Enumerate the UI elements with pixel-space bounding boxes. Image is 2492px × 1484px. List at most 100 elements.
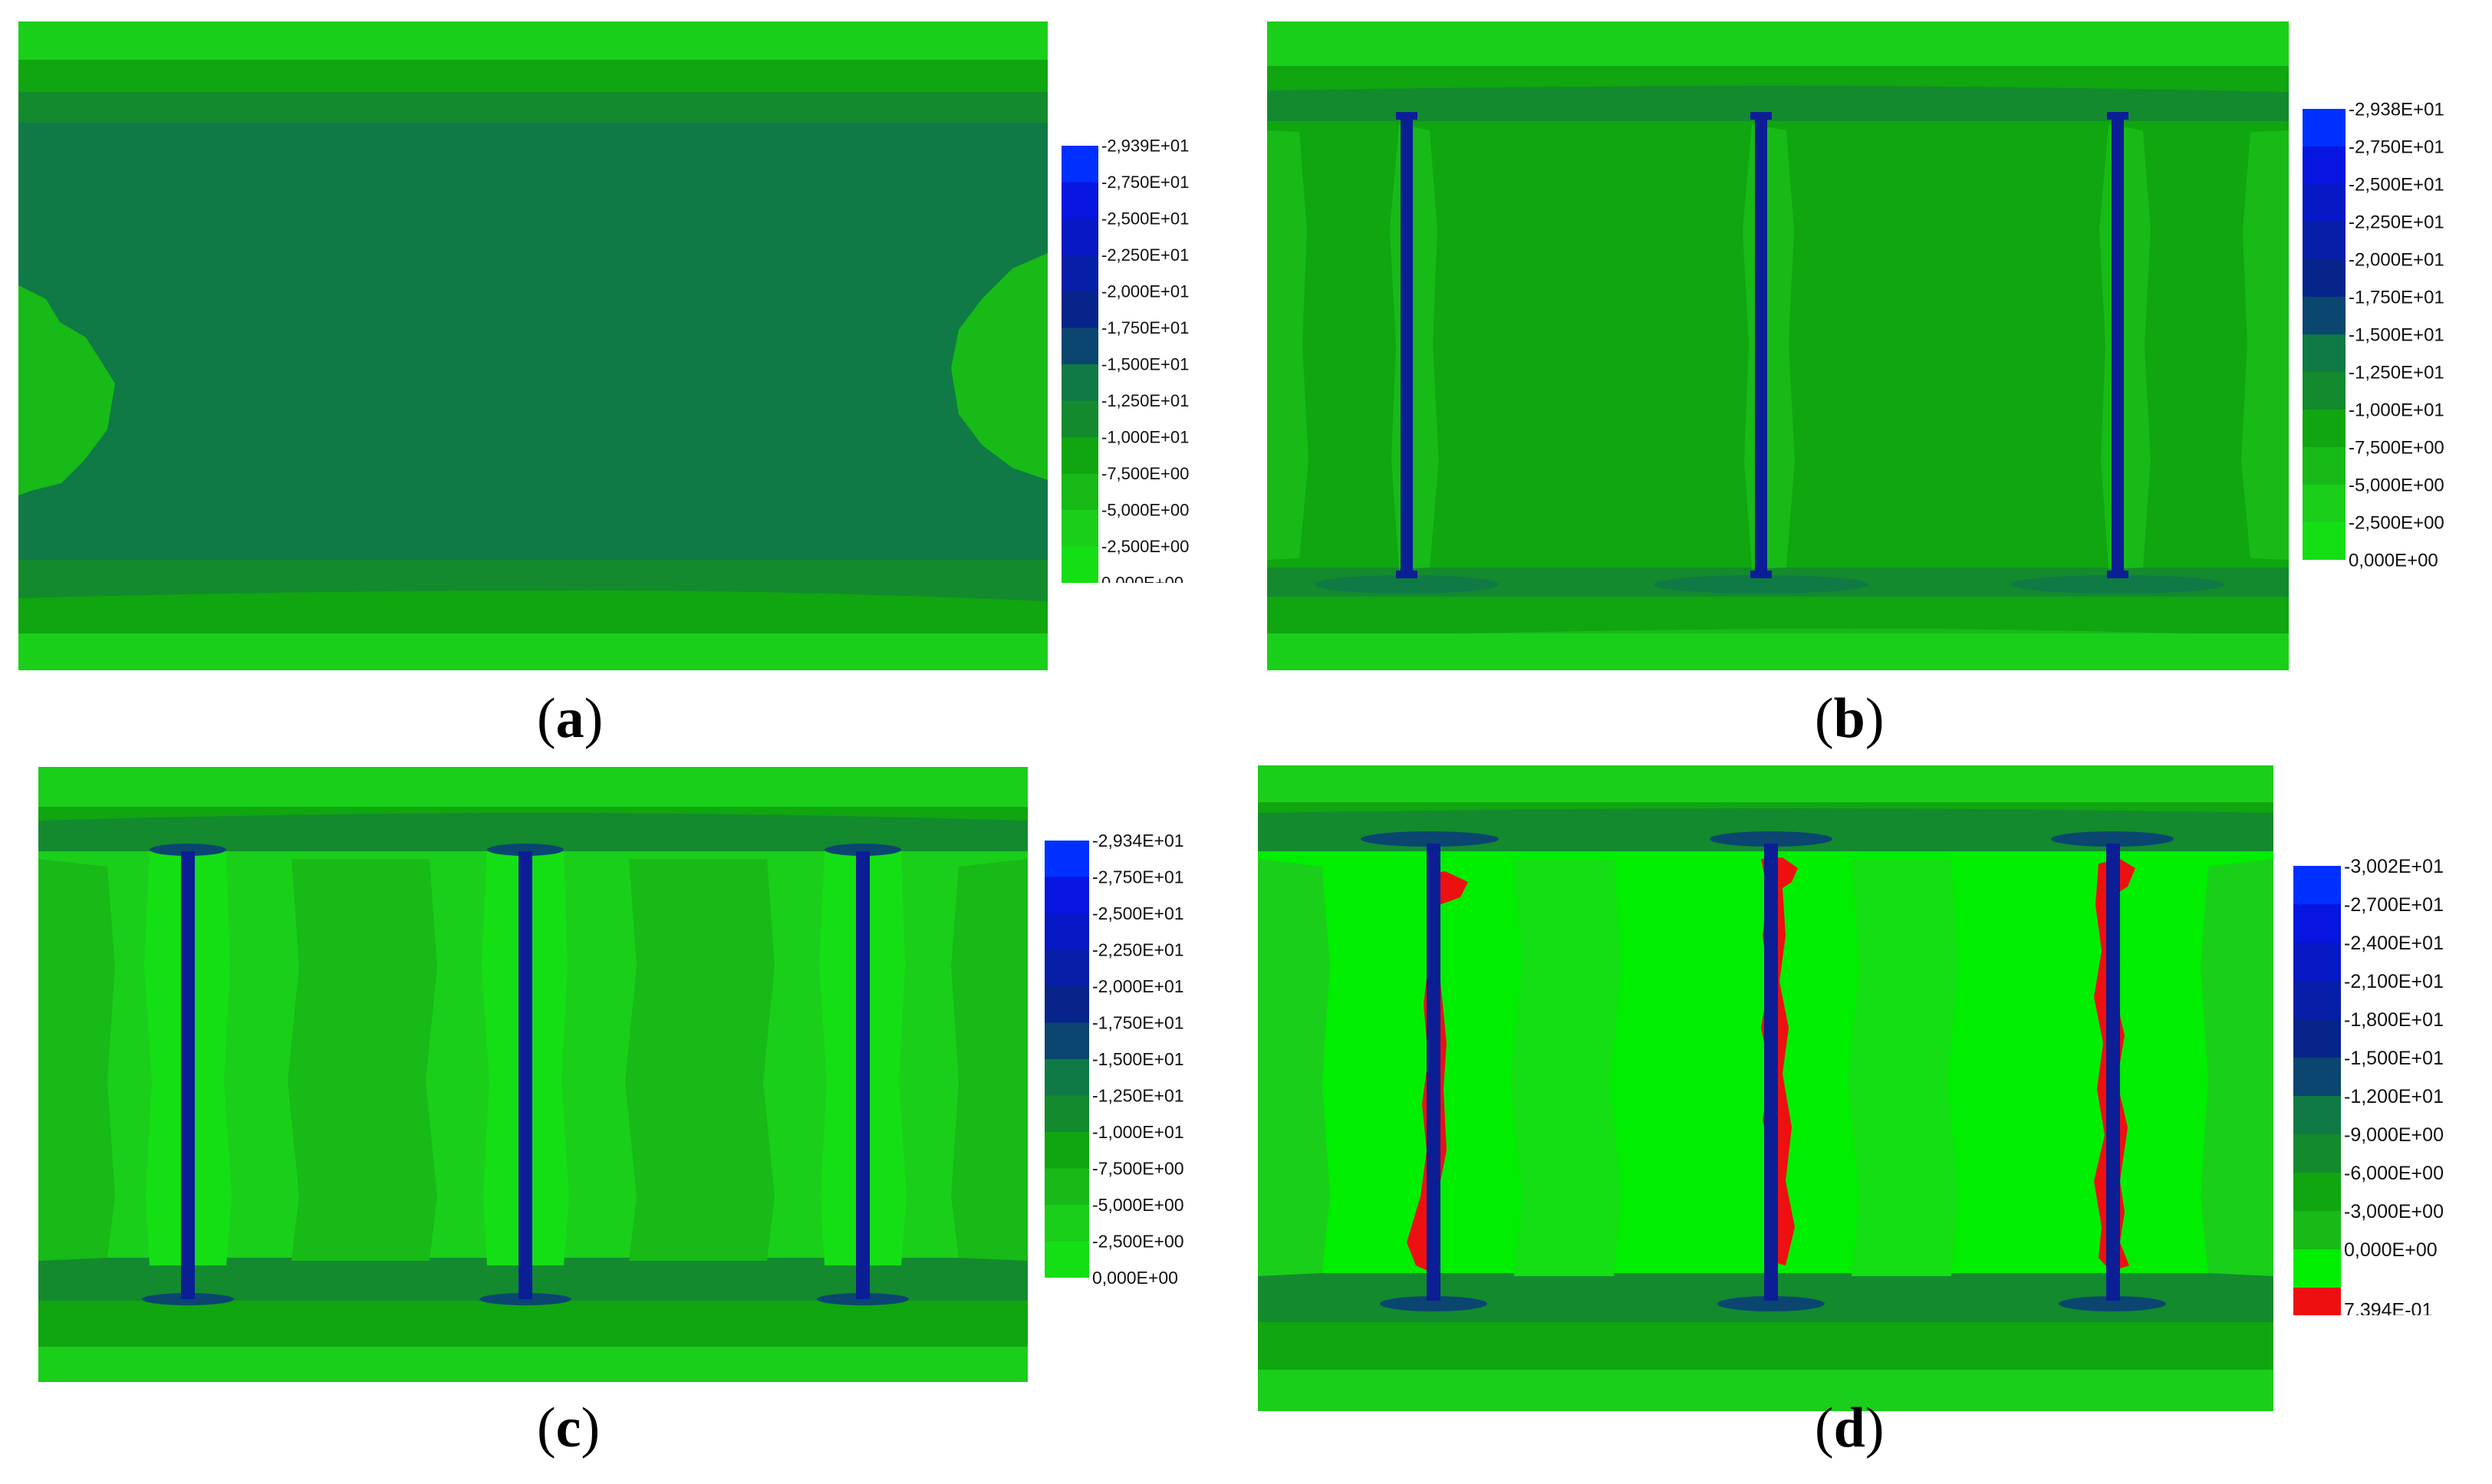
legend-label: -2,500E+01 bbox=[1101, 209, 1189, 229]
legend-label: 0,000E+00 bbox=[1101, 574, 1183, 583]
legend-swatch bbox=[2293, 1249, 2341, 1288]
legend-swatch bbox=[2303, 297, 2346, 334]
legend-label: -1,000E+01 bbox=[1092, 1122, 1184, 1142]
legend-swatch bbox=[1062, 400, 1098, 437]
stiffener-d-1 bbox=[1427, 844, 1440, 1301]
legend-label: -2,750E+01 bbox=[1092, 867, 1184, 887]
legend-swatch bbox=[1045, 1059, 1089, 1096]
stiffener-b-2 bbox=[1755, 115, 1767, 575]
plate-d bbox=[1258, 765, 2273, 1411]
legend-label: -2,000E+01 bbox=[1092, 976, 1184, 996]
legend-label: -1,750E+01 bbox=[1092, 1013, 1184, 1033]
legend-swatch bbox=[1045, 1168, 1089, 1205]
legend-swatch bbox=[2303, 447, 2346, 485]
legend-label: -2,500E+01 bbox=[1092, 903, 1184, 923]
legend-label: -1,000E+01 bbox=[2349, 400, 2444, 420]
plate-c bbox=[38, 767, 1028, 1382]
legend-label: -1,500E+01 bbox=[1101, 355, 1189, 374]
stiffener-d-2 bbox=[1764, 844, 1778, 1301]
legend-swatch bbox=[2293, 1173, 2341, 1211]
legend-label: -9,000E+00 bbox=[2344, 1124, 2444, 1146]
stiffener-c-3 bbox=[856, 851, 870, 1299]
legend-swatch bbox=[1045, 877, 1089, 913]
legend-swatch bbox=[1045, 1095, 1089, 1132]
legend-label: -1,500E+01 bbox=[2349, 324, 2444, 345]
legend-label: 0,000E+00 bbox=[1092, 1268, 1178, 1288]
legend-label: 0,000E+00 bbox=[2349, 550, 2438, 571]
legend-label: -1,250E+01 bbox=[1101, 391, 1189, 410]
legend-label: -1,750E+01 bbox=[2349, 287, 2444, 308]
legend-label: -1,000E+01 bbox=[1101, 428, 1189, 447]
legend-label: -1,250E+01 bbox=[1092, 1086, 1184, 1106]
caption-c: (c) bbox=[537, 1397, 601, 1459]
legend-label: -2,250E+01 bbox=[1092, 940, 1184, 960]
contour-panel-b bbox=[1267, 21, 2289, 670]
legend-swatch bbox=[1062, 182, 1098, 219]
legend-label: 0,000E+00 bbox=[2344, 1239, 2438, 1261]
caption-d-letter: d bbox=[1833, 1397, 1865, 1459]
legend-swatch bbox=[2293, 1134, 2341, 1173]
legend-label: -2,700E+01 bbox=[2344, 894, 2444, 916]
legend-swatch bbox=[1062, 510, 1098, 547]
legend-label: -2,500E+01 bbox=[2349, 174, 2444, 195]
legend-swatch bbox=[1062, 546, 1098, 583]
legend-label: -2,250E+01 bbox=[2349, 212, 2444, 232]
legend-label: -3,000E+00 bbox=[2344, 1201, 2444, 1222]
legend-label: 7,394E-01 bbox=[2344, 1300, 2432, 1316]
legend-swatch bbox=[2303, 334, 2346, 372]
legend-label: -3,002E+01 bbox=[2344, 856, 2444, 877]
stiffener-b-3 bbox=[2112, 115, 2124, 575]
legend-label: -1,250E+01 bbox=[2349, 362, 2444, 383]
legend-d: -3,002E+01 -2,700E+01 -2,400E+01 -2,100E+01… bbox=[2293, 856, 2444, 1316]
legend-label: -1,200E+01 bbox=[2344, 1086, 2444, 1107]
legend-label: -2,000E+01 bbox=[1101, 282, 1189, 301]
caption-c-letter: c bbox=[555, 1397, 581, 1459]
stiffener-b-1 bbox=[1401, 115, 1413, 575]
stiffener-d-3 bbox=[2106, 844, 2120, 1301]
legend-swatch bbox=[2293, 866, 2341, 904]
legend-swatch bbox=[2303, 485, 2346, 522]
legend-swatch bbox=[1045, 1241, 1089, 1278]
plate-b bbox=[1267, 21, 2289, 670]
legend-swatch bbox=[2303, 184, 2346, 222]
legend-b: -2,938E+01 -2,750E+01 -2,500E+01 -2,250E+01… bbox=[2303, 99, 2444, 571]
contour-panel-c bbox=[38, 767, 1028, 1382]
legend-label: -2,938E+01 bbox=[2349, 99, 2444, 120]
caption-b-letter: b bbox=[1833, 687, 1865, 750]
legend-swatch bbox=[2293, 1288, 2341, 1315]
legend-label: -2,250E+01 bbox=[1101, 245, 1189, 265]
legend-swatch bbox=[2293, 981, 2341, 1019]
legend-swatch bbox=[1062, 364, 1098, 401]
legend-label: -7,500E+00 bbox=[1101, 464, 1189, 483]
legend-swatch bbox=[2303, 146, 2346, 184]
legend-swatch bbox=[1045, 913, 1089, 950]
legend-c: -2,934E+01 -2,750E+01 -2,500E+01 -2,250E+01… bbox=[1045, 831, 1184, 1288]
legend-swatch bbox=[1045, 841, 1089, 877]
legend-label: -1,500E+01 bbox=[1092, 1049, 1184, 1069]
legend-swatch bbox=[2293, 943, 2341, 981]
legend-swatch bbox=[2293, 1058, 2341, 1096]
caption-a-letter: a bbox=[555, 687, 584, 750]
legend-swatch bbox=[1045, 986, 1089, 1023]
legend-swatch bbox=[1062, 219, 1098, 255]
legend-label: -2,000E+01 bbox=[2349, 249, 2444, 270]
legend-swatch bbox=[2303, 372, 2346, 410]
legend-swatch bbox=[1062, 291, 1098, 328]
legend-label: -2,500E+00 bbox=[1092, 1232, 1184, 1252]
legend-label: -1,500E+01 bbox=[2344, 1048, 2444, 1069]
legend-label: -2,750E+01 bbox=[1101, 173, 1189, 192]
legend-swatch bbox=[2303, 109, 2346, 146]
legend-swatch bbox=[1062, 146, 1098, 183]
legend-swatch bbox=[1045, 949, 1089, 986]
contour-panel-d bbox=[1258, 765, 2273, 1411]
caption-a: (a) bbox=[537, 687, 604, 750]
plate-a bbox=[18, 21, 1048, 670]
legend-label: -2,100E+01 bbox=[2344, 971, 2444, 992]
legend-label: -7,500E+00 bbox=[2349, 437, 2444, 458]
legend-swatch bbox=[1045, 1205, 1089, 1242]
legend-swatch bbox=[1062, 255, 1098, 291]
legend-label: -2,939E+01 bbox=[1101, 138, 1189, 156]
legend-swatch bbox=[1045, 1022, 1089, 1059]
legend-label: -2,934E+01 bbox=[1092, 831, 1184, 851]
legend-label: -2,500E+00 bbox=[1101, 537, 1189, 556]
